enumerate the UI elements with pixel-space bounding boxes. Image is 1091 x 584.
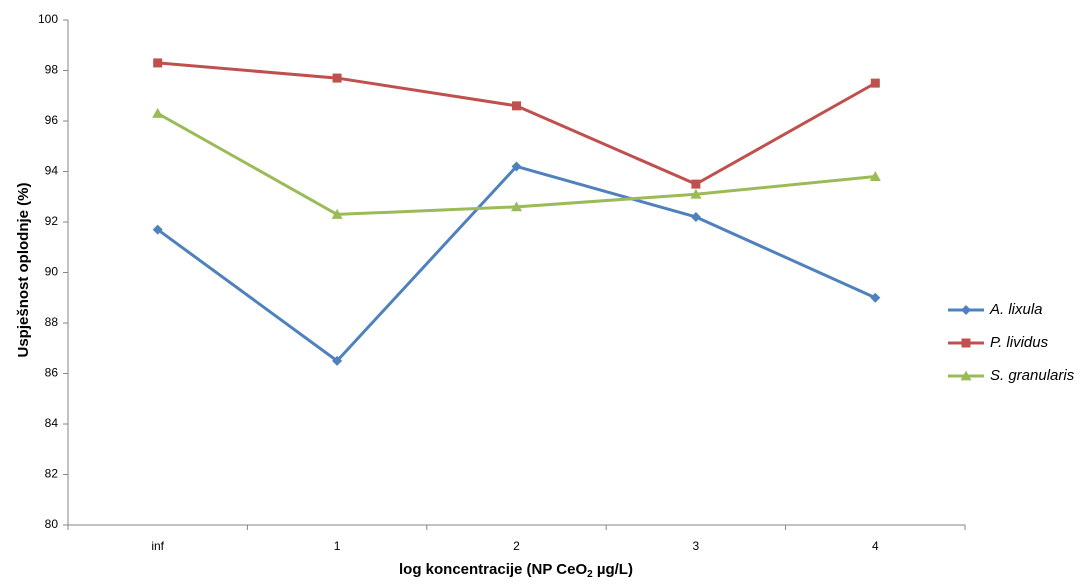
y-tick-label: 98: [45, 63, 59, 77]
data-point-p-lividus: [332, 73, 342, 83]
x-tick-label: 1: [334, 539, 341, 553]
legend: A. lixula P. lividus S. granularis: [948, 301, 1075, 384]
data-point-p-lividus: [691, 179, 701, 189]
y-tick-label: 96: [45, 113, 59, 127]
x-tick-label: 3: [693, 539, 700, 553]
data-point-a-lixula: [332, 355, 343, 366]
data-point-s-granularis: [869, 171, 881, 181]
data-point-a-lixula: [690, 211, 701, 222]
data-point-p-lividus: [512, 101, 521, 111]
x-axis-title: log koncentracije (NP CeO2 µg/L): [399, 561, 633, 579]
data-point-s-granularis: [152, 107, 164, 118]
data-point-a-lixula: [511, 161, 522, 172]
legend-item-a-lixula: A. lixula: [948, 301, 1043, 318]
legend-marker-s-granularis: [960, 370, 972, 381]
legend-label-s-granularis: S. granularis: [990, 367, 1075, 384]
series-s-granularis: [152, 107, 881, 219]
x-axis-title-main: log koncentracije (NP CeO: [399, 561, 587, 578]
x-axis-title-tail: µg/L): [593, 561, 633, 578]
x-tick-label: 2: [513, 539, 520, 553]
data-point-a-lixula: [870, 292, 881, 303]
series-line-a-lixula: [156, 164, 876, 363]
data-point-s-granularis: [511, 201, 522, 212]
y-tick-label: 92: [45, 214, 59, 228]
y-tick-label: 86: [45, 366, 59, 380]
y-tick-label: 90: [45, 265, 59, 279]
axes: [63, 19, 966, 530]
y-tick-label: 82: [45, 467, 59, 481]
legend-marker-a-lixula: [961, 305, 971, 315]
data-point-s-granularis: [331, 208, 343, 219]
x-axis-title-subscript: 2: [587, 569, 593, 579]
y-axis-title: Uspješnost oplodnje (%): [15, 182, 32, 357]
y-tick-label: 100: [38, 12, 58, 26]
series-p-lividus: [153, 58, 880, 189]
legend-item-s-granularis: S. granularis: [948, 367, 1075, 384]
y-tick-label: 80: [45, 517, 59, 531]
y-tick-label: 84: [45, 416, 59, 430]
data-point-a-lixula: [152, 224, 163, 235]
x-tick-label: 4: [872, 539, 879, 553]
data-point-s-granularis: [690, 188, 702, 199]
data-point-p-lividus: [870, 78, 880, 88]
y-tick-labels: 80 82 84 86 88 90 92 94 96 98 100: [38, 12, 58, 531]
data-point-p-lividus: [153, 58, 163, 68]
series-a-lixula: [152, 161, 881, 366]
y-tick-label: 88: [45, 315, 59, 329]
legend-label-p-lividus: P. lividus: [990, 334, 1049, 351]
legend-label-a-lixula: A. lixula: [989, 301, 1043, 318]
legend-item-p-lividus: P. lividus: [948, 334, 1049, 351]
y-tick-label: 94: [45, 164, 59, 178]
legend-marker-p-lividus: [961, 338, 971, 348]
series-layer: [152, 58, 881, 366]
x-tick-label: inf: [151, 539, 164, 553]
x-tick-labels: inf 1 2 3 4: [151, 539, 879, 553]
